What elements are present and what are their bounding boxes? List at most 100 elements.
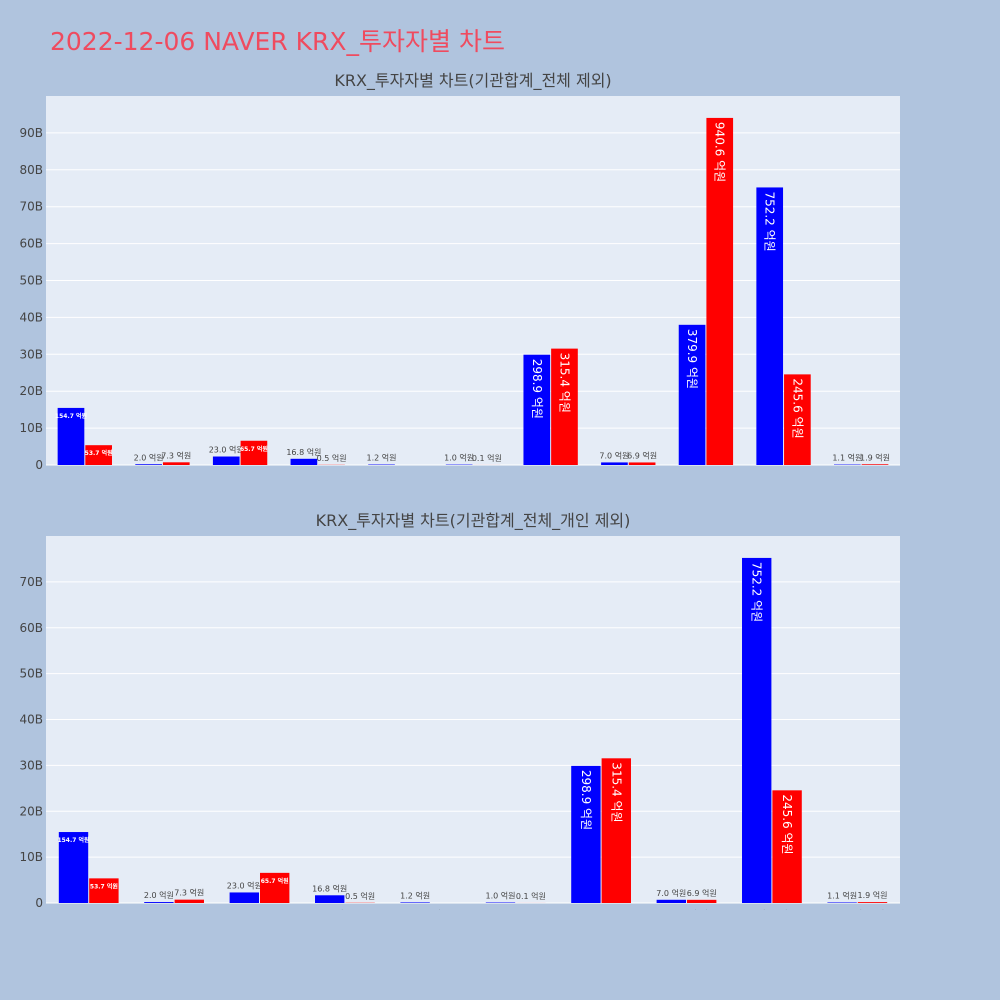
bar-blue [229,892,259,903]
y-tick-label: 80B [19,163,43,177]
data-label: 2.0 억원 [134,452,164,462]
data-label: 1.2 억원 [400,890,430,900]
data-label: 315.4 억원 [557,353,571,413]
bar-red [772,790,802,903]
bar-red [687,899,717,903]
bar-blue [400,902,430,903]
data-label: 752.2 억원 [763,191,777,251]
bar-red [240,440,268,465]
y-tick-label: 20B [19,384,43,398]
y-tick-label: 10B [19,850,43,864]
bar-red [706,117,734,466]
data-label: 298.9 억원 [579,770,593,830]
bar-red [85,445,112,465]
x-tick-label: 기타외국인 [830,909,885,910]
y-tick-label: 50B [19,667,43,681]
bar-blue [523,354,551,465]
x-tick-label: 사모 [334,909,356,910]
y-tick-label: 50B [19,274,43,288]
bar-blue [212,456,240,465]
bar-blue [827,902,857,903]
data-label: 65.7 억원 [240,445,268,453]
bar-red [784,374,811,465]
data-label: 65.7 억원 [261,877,289,885]
data-label: 0.5 억원 [345,891,375,901]
data-label: 0.1 억원 [516,891,546,901]
y-tick-label: 60B [19,621,43,635]
x-tick-label: 연기금 등 [577,909,625,910]
chart-bottom: KRX_투자자별 차트(기관합계_전체_개인 제외) 0 10B 20B 30B 40B 5… [19,511,900,910]
y-tick-label: 70B [19,575,43,589]
data-label: 1.0 억원 [444,453,474,463]
data-label: 7.3 억원 [174,888,204,898]
data-label: 53.7 억원 [85,449,113,457]
bar-red [551,348,578,465]
data-label: 154.7 억원 [55,412,87,420]
bar-blue [742,557,772,903]
data-label: 1.2 억원 [367,453,397,463]
data-label: 1.1 억원 [827,890,857,900]
data-label: 7.0 억원 [599,450,629,460]
bar-blue [290,458,318,465]
y-tick-label: 30B [19,758,43,772]
data-label: 0.1 억원 [472,453,502,463]
y-tick-label: 10B [19,421,43,435]
chart-top: KRX_투자자별 차트(기관합계_전체 제외) 0 10B 20B 30B 40B 50B 6… [19,71,900,470]
bar-blue [315,895,345,903]
bar-blue [656,899,686,903]
bar-red [861,464,889,465]
data-label: 6.9 억원 [687,888,717,898]
data-label: 53.7 억원 [90,882,118,890]
data-label: 23.0 억원 [227,880,262,890]
chart-title: KRX_투자자별 차트(기관합계_전체_개인 제외) [316,511,631,531]
bar-blue [756,187,784,465]
data-label: 940.6 억원 [713,122,727,182]
x-tick-label: 보험 [163,909,185,910]
data-label: 0.5 억원 [317,453,347,463]
x-tick-label: 외국인 [755,909,788,910]
y-tick-label: 40B [19,310,43,324]
data-label: 298.9 억원 [530,359,544,419]
data-label: 1.1 억원 [832,453,862,463]
data-label: 16.8 억원 [286,447,321,457]
x-tick-label: 은행 [419,908,441,910]
x-tick-label: 금융투자 [67,909,111,910]
data-label: 1.9 억원 [857,890,887,900]
bar-blue [678,324,706,465]
y-tick-label: 40B [19,713,43,727]
bar-blue [571,765,601,903]
bar-blue [144,902,174,903]
y-tick-label: 60B [19,237,43,251]
bar-red [857,902,888,903]
bar-blue [135,464,162,465]
x-tick-label: 기타법인 [664,909,708,910]
bar-red [260,872,290,903]
data-label: 1.0 억원 [486,891,516,901]
bar-red [174,899,204,903]
data-label: 7.3 억원 [161,450,191,460]
x-tick-label: 투신 [248,909,270,910]
bar-blue [57,407,85,465]
data-label: 245.6 억원 [790,378,804,438]
data-label: 315.4 억원 [609,762,623,822]
bar-red [89,878,119,903]
x-tick-label: 기타금융 [494,909,538,910]
data-label: 752.2 억원 [750,562,764,622]
y-tick-label: 90B [19,126,43,140]
bar-red [628,462,656,465]
data-label: 245.6 억원 [780,794,794,854]
bar-red [162,462,190,465]
data-label: 7.0 억원 [656,888,686,898]
data-label: 2.0 억원 [144,890,174,900]
y-tick-label: 70B [19,200,43,214]
data-label: 23.0 억원 [209,445,244,455]
chart-title: KRX_투자자별 차트(기관합계_전체 제외) [334,71,611,91]
data-label: 1.9 억원 [860,452,890,462]
bar-blue [58,832,89,903]
data-label: 154.7 억원 [57,836,89,844]
y-tick-label: 0 [35,458,43,470]
bar-red [601,758,631,903]
data-label: 6.9 억원 [627,450,657,460]
data-label: 379.9 억원 [685,329,699,389]
data-label: 16.8 억원 [312,883,347,893]
